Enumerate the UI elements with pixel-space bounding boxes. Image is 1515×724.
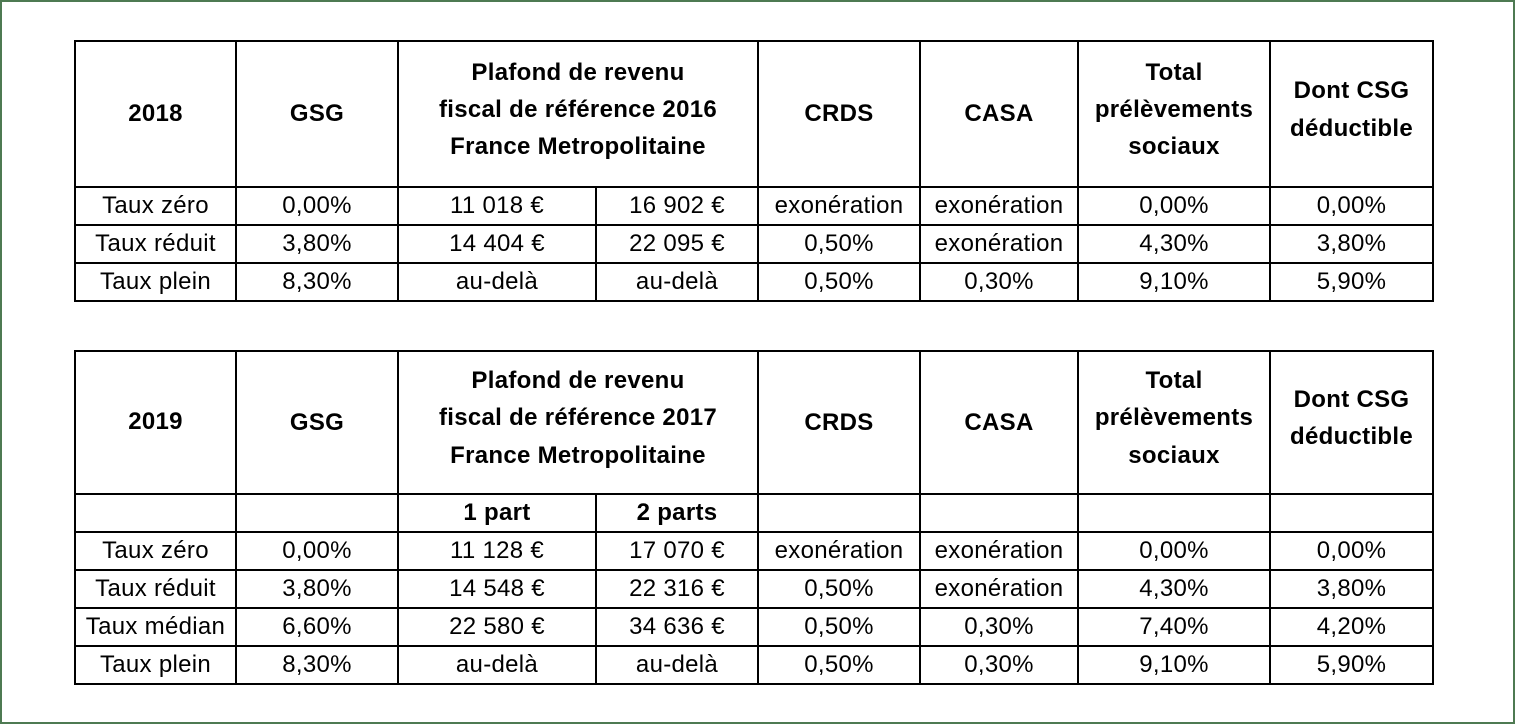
crds-value: 0,50% — [757, 645, 922, 685]
plafond-2parts-value: 34 636 € — [594, 607, 760, 647]
plafond-1part-value: 11 128 € — [397, 531, 597, 571]
crds-value: 0,50% — [757, 262, 922, 302]
plafond-1part-value: 14 548 € — [397, 569, 597, 609]
subheader-1-part: 1 part — [397, 493, 597, 533]
subheader-2-parts: 2 parts — [594, 493, 760, 533]
plafond-2parts-value: au-delà — [594, 262, 760, 302]
col-header-dont-csg: Dont CSG déductible — [1269, 350, 1435, 495]
empty-cell — [1269, 493, 1435, 533]
total-value: 0,00% — [1077, 186, 1272, 226]
total-value: 0,00% — [1077, 531, 1272, 571]
gsg-value: 8,30% — [235, 645, 399, 685]
crds-value: 0,50% — [757, 224, 922, 264]
empty-cell — [757, 493, 922, 533]
table-2019: 2019 GSG Plafond de revenu fiscal de réf… — [74, 350, 1435, 685]
casa-value: exonération — [919, 224, 1080, 264]
table-row: Taux zéro 0,00% 11 128 € 17 070 € exonér… — [74, 531, 1435, 571]
plafond-1part-value: 22 580 € — [397, 607, 597, 647]
year-cell: 2018 — [74, 40, 237, 188]
crds-value: exonération — [757, 186, 922, 226]
total-value: 9,10% — [1077, 262, 1272, 302]
empty-cell — [235, 493, 399, 533]
crds-value: 0,50% — [757, 569, 922, 609]
dont-csg-value: 3,80% — [1269, 569, 1435, 609]
row-label: Taux zéro — [74, 531, 237, 571]
row-label: Taux zéro — [74, 186, 237, 226]
plafond-2parts-value: 17 070 € — [594, 531, 760, 571]
plafond-1part-value: 11 018 € — [397, 186, 597, 226]
plafond-2parts-value: 22 316 € — [594, 569, 760, 609]
table-row: Taux plein 8,30% au-delà au-delà 0,50% 0… — [74, 262, 1435, 302]
gsg-value: 0,00% — [235, 531, 399, 571]
gsg-value: 3,80% — [235, 224, 399, 264]
gsg-value: 0,00% — [235, 186, 399, 226]
year-cell: 2019 — [74, 350, 237, 495]
dont-csg-value: 3,80% — [1269, 224, 1435, 264]
plafond-2parts-value: au-delà — [594, 645, 760, 685]
empty-cell — [1077, 493, 1272, 533]
dont-csg-value: 5,90% — [1269, 262, 1435, 302]
row-label: Taux réduit — [74, 224, 237, 264]
gsg-value: 6,60% — [235, 607, 399, 647]
col-header-gsg: GSG — [235, 40, 399, 188]
plafond-1part-value: au-delà — [397, 262, 597, 302]
table-2018: 2018 GSG Plafond de revenu fiscal de réf… — [74, 40, 1435, 302]
table-row: Taux réduit 3,80% 14 548 € 22 316 € 0,50… — [74, 569, 1435, 609]
casa-value: 0,30% — [919, 607, 1080, 647]
col-header-crds: CRDS — [757, 40, 922, 188]
plafond-2parts-value: 22 095 € — [594, 224, 760, 264]
col-header-casa: CASA — [919, 350, 1080, 495]
header-row: 2019 GSG Plafond de revenu fiscal de réf… — [74, 350, 1435, 495]
plafond-1part-value: au-delà — [397, 645, 597, 685]
total-value: 7,40% — [1077, 607, 1272, 647]
row-label: Taux médian — [74, 607, 237, 647]
crds-value: exonération — [757, 531, 922, 571]
parts-subheader-row: 1 part 2 parts — [74, 493, 1435, 533]
plafond-2parts-value: 16 902 € — [594, 186, 760, 226]
gsg-value: 8,30% — [235, 262, 399, 302]
total-value: 4,30% — [1077, 569, 1272, 609]
col-header-crds: CRDS — [757, 350, 922, 495]
table-row: Taux zéro 0,00% 11 018 € 16 902 € exonér… — [74, 186, 1435, 226]
casa-value: 0,30% — [919, 262, 1080, 302]
col-header-total: Total prélèvements sociaux — [1077, 350, 1272, 495]
dont-csg-value: 4,20% — [1269, 607, 1435, 647]
total-value: 4,30% — [1077, 224, 1272, 264]
row-label: Taux plein — [74, 645, 237, 685]
plafond-1part-value: 14 404 € — [397, 224, 597, 264]
col-header-plafond: Plafond de revenu fiscal de référence 20… — [396, 40, 760, 188]
col-header-plafond: Plafond de revenu fiscal de référence 20… — [396, 350, 760, 495]
row-label: Taux plein — [74, 262, 237, 302]
table-row: Taux réduit 3,80% 14 404 € 22 095 € 0,50… — [74, 224, 1435, 264]
empty-cell — [74, 493, 237, 533]
header-row: 2018 GSG Plafond de revenu fiscal de réf… — [74, 40, 1435, 188]
casa-value: exonération — [919, 569, 1080, 609]
dont-csg-value: 0,00% — [1269, 531, 1435, 571]
dont-csg-value: 0,00% — [1269, 186, 1435, 226]
casa-value: exonération — [919, 186, 1080, 226]
col-header-gsg: GSG — [235, 350, 399, 495]
casa-value: 0,30% — [919, 645, 1080, 685]
gsg-value: 3,80% — [235, 569, 399, 609]
total-value: 9,10% — [1077, 645, 1272, 685]
dont-csg-value: 5,90% — [1269, 645, 1435, 685]
empty-cell — [919, 493, 1080, 533]
col-header-casa: CASA — [919, 40, 1080, 188]
crds-value: 0,50% — [757, 607, 922, 647]
row-label: Taux réduit — [74, 569, 237, 609]
col-header-total: Total prélèvements sociaux — [1077, 40, 1272, 188]
col-header-dont-csg: Dont CSG déductible — [1269, 40, 1435, 188]
table-row: Taux médian 6,60% 22 580 € 34 636 € 0,50… — [74, 607, 1435, 647]
casa-value: exonération — [919, 531, 1080, 571]
table-row: Taux plein 8,30% au-delà au-delà 0,50% 0… — [74, 645, 1435, 685]
